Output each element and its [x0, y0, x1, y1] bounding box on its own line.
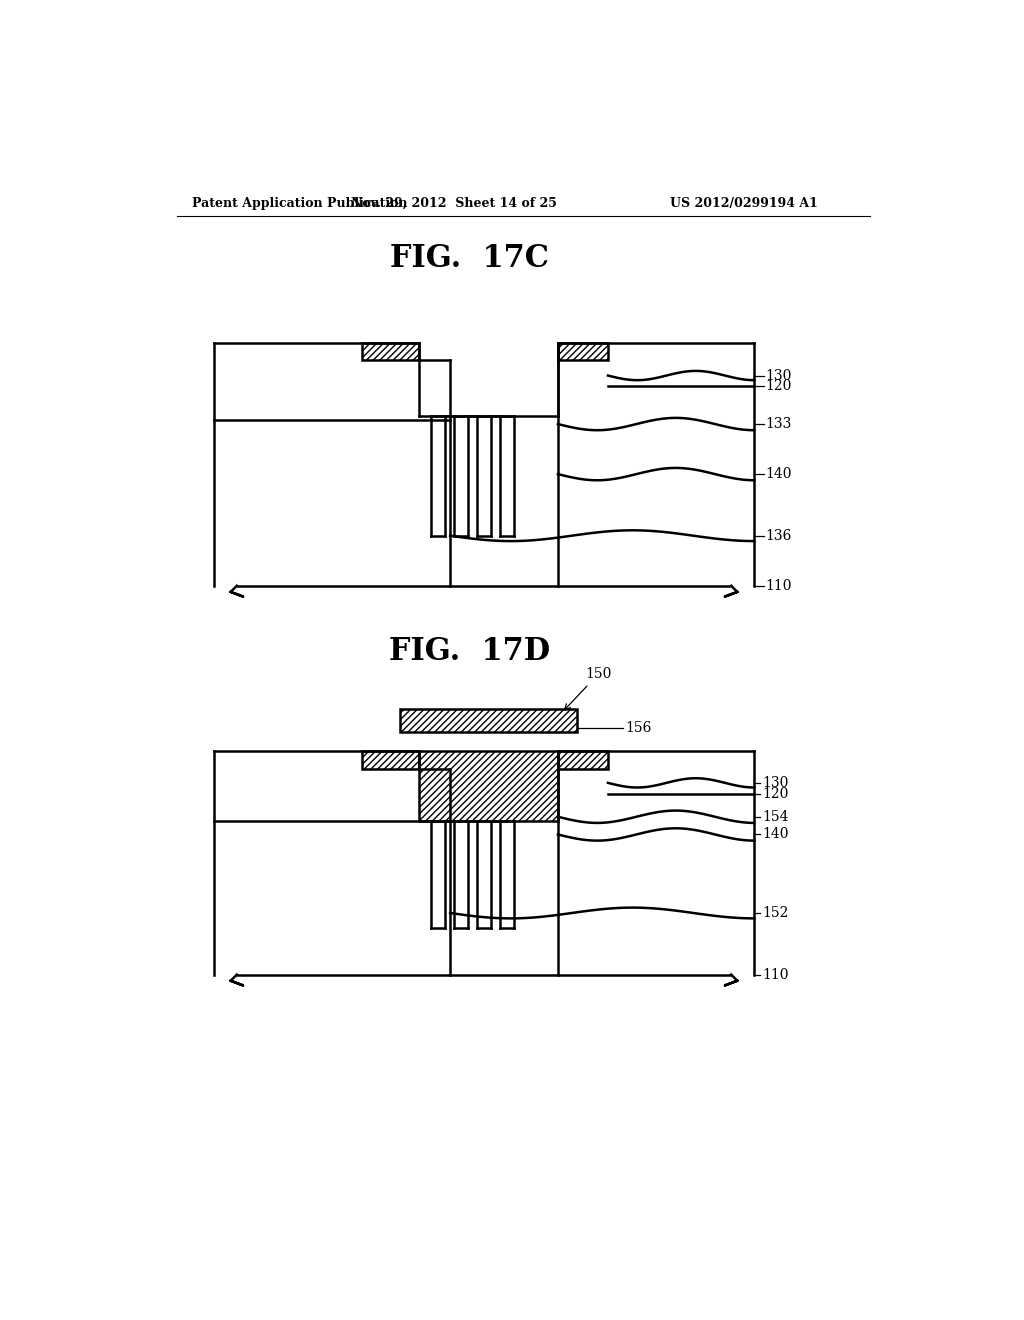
Polygon shape: [361, 343, 419, 360]
Polygon shape: [419, 751, 558, 821]
Text: Patent Application Publication: Patent Application Publication: [193, 197, 408, 210]
Text: 120: 120: [762, 787, 788, 801]
Text: FIG.  17C: FIG. 17C: [390, 243, 549, 275]
Text: 120: 120: [766, 379, 793, 393]
Text: 140: 140: [766, 467, 793, 480]
Text: 130: 130: [766, 368, 793, 383]
Text: 136: 136: [766, 529, 793, 543]
Text: 140: 140: [762, 828, 788, 841]
Text: Nov. 29, 2012  Sheet 14 of 25: Nov. 29, 2012 Sheet 14 of 25: [351, 197, 557, 210]
Text: 152: 152: [762, 906, 788, 920]
Text: 156: 156: [625, 721, 651, 735]
Text: 110: 110: [762, 968, 788, 982]
Polygon shape: [361, 751, 419, 770]
Text: 150: 150: [564, 668, 611, 710]
Text: 110: 110: [766, 578, 793, 593]
Text: FIG.  17D: FIG. 17D: [389, 636, 550, 667]
Text: 154: 154: [762, 809, 788, 824]
Polygon shape: [400, 709, 578, 733]
Polygon shape: [558, 343, 608, 360]
Text: 130: 130: [762, 776, 788, 789]
Text: US 2012/0299194 A1: US 2012/0299194 A1: [670, 197, 817, 210]
Text: 133: 133: [766, 417, 793, 432]
Polygon shape: [558, 751, 608, 770]
